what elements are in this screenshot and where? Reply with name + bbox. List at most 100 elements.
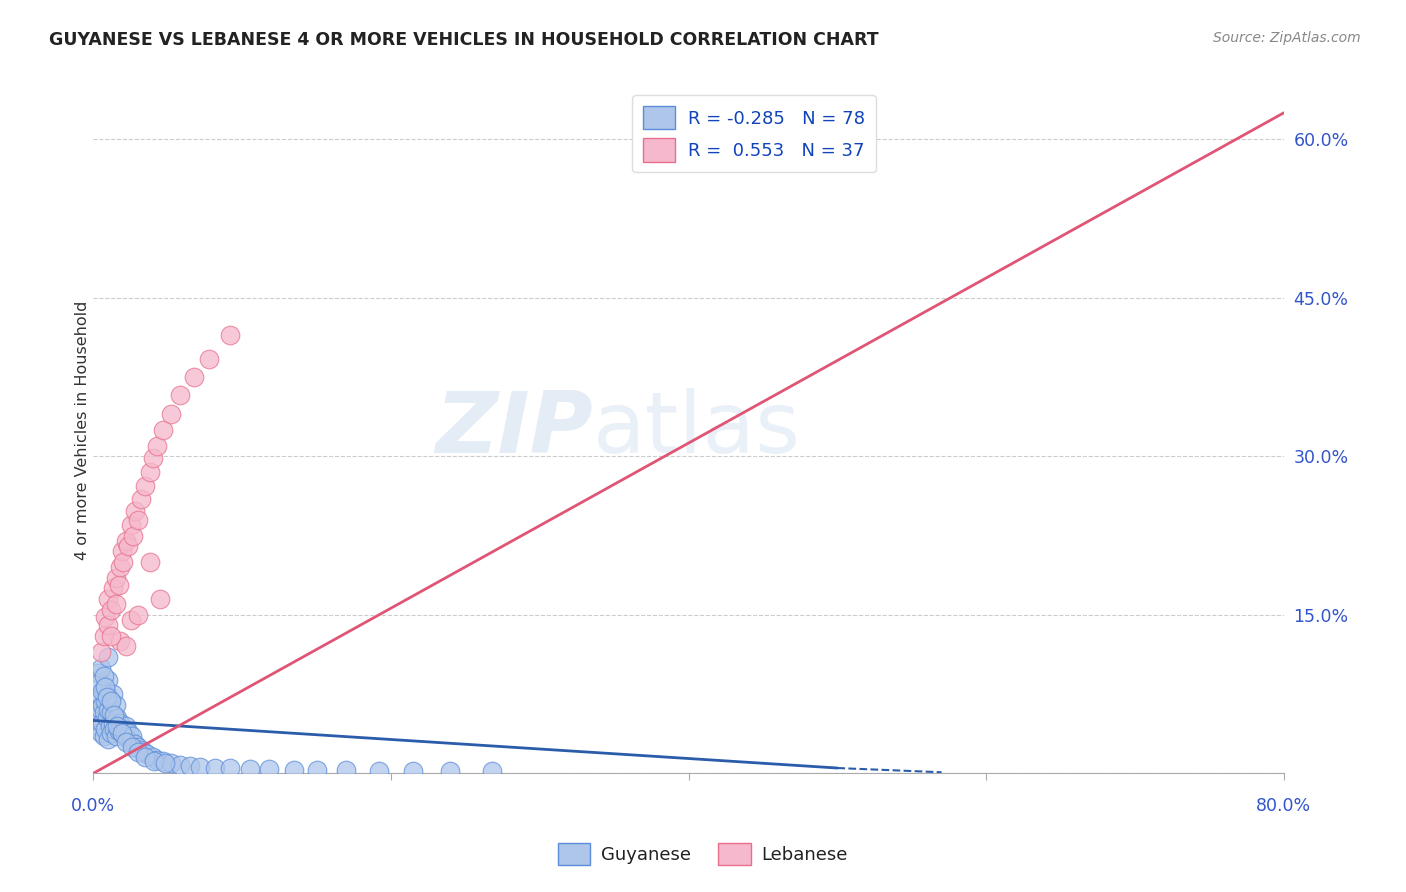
Point xyxy=(100,726,122,740)
Point xyxy=(110,726,132,740)
Point xyxy=(110,544,132,558)
Point xyxy=(169,757,191,772)
Point xyxy=(146,753,169,767)
Point xyxy=(107,724,129,739)
Point xyxy=(204,761,226,775)
Point xyxy=(93,729,115,743)
Point xyxy=(219,327,242,342)
Text: 0.0%: 0.0% xyxy=(72,797,115,814)
Point xyxy=(120,518,142,533)
Point xyxy=(94,722,117,736)
Point xyxy=(104,571,127,585)
Point xyxy=(124,737,146,751)
Point xyxy=(100,694,122,708)
Text: 80.0%: 80.0% xyxy=(1257,797,1312,814)
Point xyxy=(108,634,131,648)
Point xyxy=(169,388,191,402)
Text: Source: ZipAtlas.com: Source: ZipAtlas.com xyxy=(1213,31,1361,45)
Point xyxy=(179,759,201,773)
Point xyxy=(87,665,110,680)
Y-axis label: 4 or more Vehicles in Household: 4 or more Vehicles in Household xyxy=(75,300,90,559)
Point xyxy=(97,703,120,717)
Point xyxy=(142,750,165,764)
Point xyxy=(94,610,117,624)
Text: ZIP: ZIP xyxy=(436,388,593,471)
Point xyxy=(93,629,115,643)
Point xyxy=(97,732,120,747)
Point xyxy=(94,694,117,708)
Point xyxy=(127,739,149,754)
Point xyxy=(142,451,165,466)
Point xyxy=(159,756,181,770)
Point xyxy=(108,560,131,574)
Point xyxy=(335,763,357,777)
Point xyxy=(98,719,121,733)
Point xyxy=(135,747,157,762)
Legend: Guyanese, Lebanese: Guyanese, Lebanese xyxy=(551,836,855,872)
Point xyxy=(93,669,115,683)
Point xyxy=(104,698,127,712)
Point xyxy=(100,705,122,719)
Point xyxy=(89,676,111,690)
Point xyxy=(132,745,155,759)
Point xyxy=(283,763,305,777)
Point xyxy=(238,762,260,776)
Point xyxy=(101,582,124,596)
Point xyxy=(90,660,112,674)
Point xyxy=(100,629,122,643)
Point xyxy=(97,591,120,606)
Point xyxy=(124,504,146,518)
Point xyxy=(97,650,120,665)
Point xyxy=(257,762,280,776)
Point xyxy=(104,597,127,611)
Point xyxy=(129,491,152,506)
Point xyxy=(127,745,149,759)
Point xyxy=(117,539,139,553)
Point xyxy=(101,687,124,701)
Point xyxy=(152,423,174,437)
Point xyxy=(153,756,176,770)
Point xyxy=(104,729,127,743)
Point xyxy=(112,555,135,569)
Point xyxy=(134,750,156,764)
Point xyxy=(91,698,114,712)
Point xyxy=(115,533,138,548)
Point xyxy=(305,763,328,777)
Point xyxy=(98,692,121,706)
Legend: R = -0.285   N = 78, R =  0.553   N = 37: R = -0.285 N = 78, R = 0.553 N = 37 xyxy=(633,95,876,172)
Point xyxy=(481,764,503,779)
Point xyxy=(402,764,425,779)
Point xyxy=(105,711,128,725)
Point xyxy=(146,439,169,453)
Point xyxy=(90,690,112,705)
Point xyxy=(90,726,112,740)
Point xyxy=(93,705,115,719)
Point xyxy=(89,700,111,714)
Point xyxy=(139,555,162,569)
Point xyxy=(96,711,118,725)
Point xyxy=(127,513,149,527)
Point xyxy=(87,719,110,733)
Text: atlas: atlas xyxy=(593,388,801,471)
Point xyxy=(94,680,117,694)
Point xyxy=(219,761,242,775)
Point xyxy=(103,722,125,736)
Point xyxy=(97,618,120,632)
Point xyxy=(190,760,212,774)
Point xyxy=(114,729,136,743)
Point xyxy=(91,684,114,698)
Point xyxy=(97,673,120,688)
Point xyxy=(198,351,221,366)
Point xyxy=(112,722,135,736)
Point xyxy=(108,715,131,730)
Point xyxy=(84,708,107,723)
Point xyxy=(96,687,118,701)
Point xyxy=(101,715,124,730)
Point xyxy=(139,465,162,479)
Point xyxy=(103,708,125,723)
Point xyxy=(100,602,122,616)
Point xyxy=(129,743,152,757)
Point xyxy=(368,764,391,779)
Point xyxy=(183,370,205,384)
Point xyxy=(143,754,166,768)
